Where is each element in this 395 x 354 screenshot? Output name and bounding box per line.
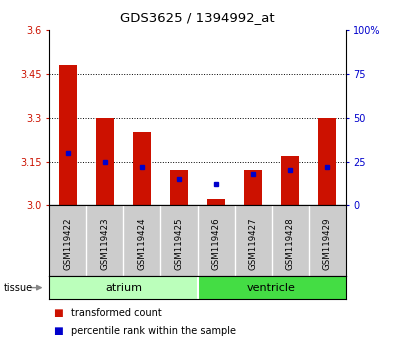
Text: GSM119425: GSM119425 (175, 218, 184, 270)
Bar (198, 276, 346, 299)
Bar (49, 276, 198, 299)
Text: GSM119426: GSM119426 (211, 218, 220, 270)
Text: GSM119424: GSM119424 (137, 218, 147, 270)
Text: atrium: atrium (105, 282, 142, 293)
Bar (96, 118, 114, 205)
Text: ■: ■ (53, 308, 63, 318)
Bar (207, 199, 225, 205)
Bar (318, 118, 337, 205)
Text: GDS3625 / 1394992_at: GDS3625 / 1394992_at (120, 11, 275, 24)
Text: ventricle: ventricle (247, 282, 296, 293)
Text: percentile rank within the sample: percentile rank within the sample (71, 326, 236, 336)
Text: GSM119427: GSM119427 (248, 218, 258, 270)
Bar (170, 170, 188, 205)
Bar (281, 156, 299, 205)
Bar (58, 65, 77, 205)
Text: GSM119429: GSM119429 (323, 218, 332, 270)
Text: transformed count: transformed count (71, 308, 162, 318)
Bar (133, 132, 151, 205)
Bar (244, 170, 262, 205)
Text: GSM119422: GSM119422 (63, 218, 72, 270)
Text: tissue: tissue (4, 282, 33, 293)
Text: GSM119428: GSM119428 (286, 218, 295, 270)
Text: ■: ■ (53, 326, 63, 336)
Text: GSM119423: GSM119423 (100, 218, 109, 270)
